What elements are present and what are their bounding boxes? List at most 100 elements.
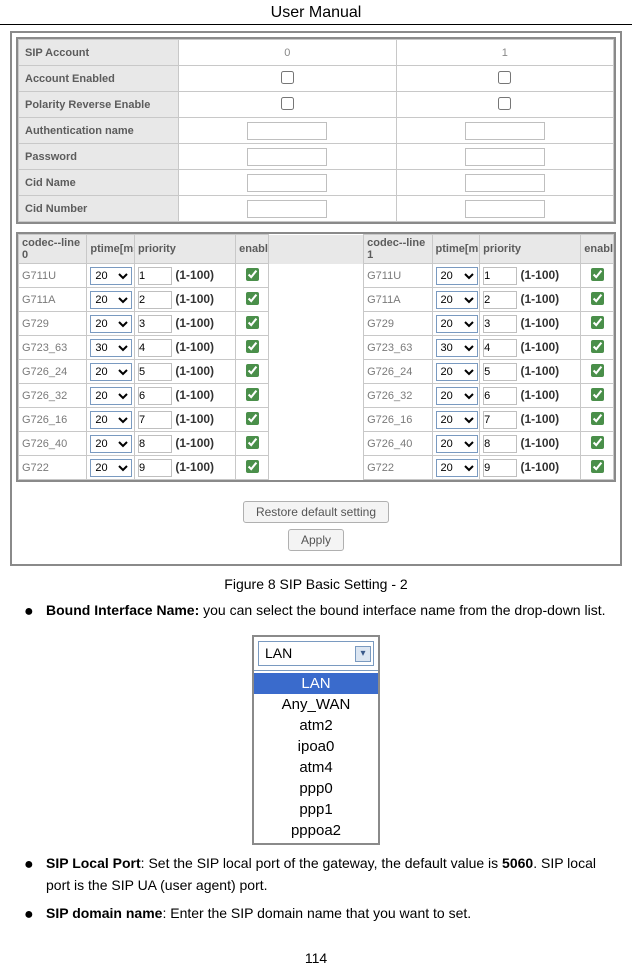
priority-input[interactable]	[483, 387, 517, 405]
codec-priority-cell: (1-100)	[135, 288, 236, 312]
priority-input[interactable]	[138, 411, 172, 429]
ptime-select[interactable]: 2030	[90, 387, 132, 405]
priority-input[interactable]	[483, 363, 517, 381]
sip-checkbox[interactable]	[281, 71, 294, 84]
bullet-item: ●Bound Interface Name: you can select th…	[24, 600, 608, 625]
ptime-select[interactable]: 2030	[90, 267, 132, 285]
codec-name: G726_40	[364, 432, 432, 456]
codec-enable-cell	[581, 288, 614, 312]
priority-input[interactable]	[138, 291, 172, 309]
enable-checkbox[interactable]	[591, 292, 604, 305]
priority-range-label: (1-100)	[517, 460, 559, 474]
priority-range-label: (1-100)	[172, 316, 214, 330]
priority-input[interactable]	[483, 459, 517, 477]
ptime-select[interactable]: 2030	[436, 387, 478, 405]
enable-checkbox[interactable]	[246, 292, 259, 305]
enable-checkbox[interactable]	[591, 388, 604, 401]
ptime-select[interactable]: 2030	[436, 267, 478, 285]
bullet-item: ●SIP Local Port: Set the SIP local port …	[24, 853, 608, 896]
ptime-select[interactable]: 2030	[90, 363, 132, 381]
enable-checkbox[interactable]	[246, 316, 259, 329]
dropdown-item[interactable]: atm4	[254, 757, 378, 778]
ptime-select[interactable]: 2030	[90, 435, 132, 453]
priority-input[interactable]	[138, 459, 172, 477]
sip-cell	[396, 196, 614, 222]
enable-checkbox[interactable]	[591, 316, 604, 329]
enable-checkbox[interactable]	[591, 412, 604, 425]
enable-checkbox[interactable]	[591, 460, 604, 473]
codec-enable-cell	[581, 384, 614, 408]
ptime-select[interactable]: 2030	[90, 411, 132, 429]
dropdown-item[interactable]: pppoa2	[254, 820, 378, 841]
sip-input[interactable]	[465, 200, 545, 218]
ptime-select[interactable]: 2030	[90, 339, 132, 357]
enable-checkbox[interactable]	[246, 340, 259, 353]
ptime-select[interactable]: 2030	[90, 291, 132, 309]
codec-priority-cell: (1-100)	[135, 264, 236, 288]
dropdown-item[interactable]: ppp1	[254, 799, 378, 820]
enable-checkbox[interactable]	[246, 460, 259, 473]
priority-input[interactable]	[138, 435, 172, 453]
enable-checkbox[interactable]	[591, 364, 604, 377]
sip-input[interactable]	[247, 122, 327, 140]
priority-range-label: (1-100)	[172, 460, 214, 474]
sip-input[interactable]	[247, 174, 327, 192]
ptime-select[interactable]: 2030	[436, 291, 478, 309]
ptime-select[interactable]: 2030	[90, 315, 132, 333]
enable-checkbox[interactable]	[246, 364, 259, 377]
priority-range-label: (1-100)	[517, 388, 559, 402]
ptime-select[interactable]: 2030	[436, 435, 478, 453]
enable-checkbox[interactable]	[591, 340, 604, 353]
priority-input[interactable]	[138, 339, 172, 357]
dropdown-item[interactable]: LAN	[254, 673, 378, 694]
sip-input[interactable]	[465, 148, 545, 166]
ptime-select[interactable]: 2030	[436, 315, 478, 333]
priority-input[interactable]	[483, 411, 517, 429]
sip-input[interactable]	[465, 174, 545, 192]
dropdown-item[interactable]: ipoa0	[254, 736, 378, 757]
priority-input[interactable]	[138, 315, 172, 333]
codec-priority-cell: (1-100)	[480, 432, 581, 456]
ptime-select[interactable]: 2030	[436, 363, 478, 381]
dropdown-item[interactable]: atm2	[254, 715, 378, 736]
codec-ptime-cell: 2030	[432, 432, 480, 456]
ptime-select[interactable]: 2030	[436, 411, 478, 429]
priority-input[interactable]	[138, 267, 172, 285]
enable-checkbox[interactable]	[246, 268, 259, 281]
priority-input[interactable]	[138, 387, 172, 405]
button-row: Restore default setting Apply	[12, 490, 620, 564]
sip-input[interactable]	[247, 200, 327, 218]
dropdown-selected[interactable]: LAN▾	[258, 641, 374, 667]
restore-default-button[interactable]: Restore default setting	[243, 501, 389, 523]
sip-input[interactable]	[247, 148, 327, 166]
enable-checkbox[interactable]	[591, 268, 604, 281]
priority-input[interactable]	[483, 339, 517, 357]
sip-checkbox[interactable]	[281, 97, 294, 110]
priority-input[interactable]	[483, 267, 517, 285]
apply-button[interactable]: Apply	[288, 529, 344, 551]
codec-enable-cell	[581, 312, 614, 336]
enable-checkbox[interactable]	[246, 388, 259, 401]
ptime-select[interactable]: 2030	[436, 339, 478, 357]
dropdown-list: LANAny_WANatm2ipoa0atm4ppp0ppp1pppoa2	[254, 670, 378, 843]
priority-input[interactable]	[483, 435, 517, 453]
enable-checkbox[interactable]	[246, 412, 259, 425]
codec-name: G729	[364, 312, 432, 336]
dropdown-item[interactable]: Any_WAN	[254, 694, 378, 715]
sip-row-label: Authentication name	[19, 118, 179, 144]
priority-input[interactable]	[483, 315, 517, 333]
codec-enable-cell	[236, 288, 269, 312]
dropdown-item[interactable]: ppp0	[254, 778, 378, 799]
sip-input[interactable]	[465, 122, 545, 140]
priority-input[interactable]	[138, 363, 172, 381]
ptime-select[interactable]: 2030	[436, 459, 478, 477]
sip-row: SIP Account01	[19, 40, 614, 66]
sip-checkbox[interactable]	[498, 97, 511, 110]
enable-checkbox[interactable]	[591, 436, 604, 449]
codec-enable-cell	[236, 456, 269, 480]
ptime-select[interactable]: 2030	[90, 459, 132, 477]
sip-checkbox[interactable]	[498, 71, 511, 84]
codec-ptime-cell: 2030	[432, 264, 480, 288]
enable-checkbox[interactable]	[246, 436, 259, 449]
priority-input[interactable]	[483, 291, 517, 309]
